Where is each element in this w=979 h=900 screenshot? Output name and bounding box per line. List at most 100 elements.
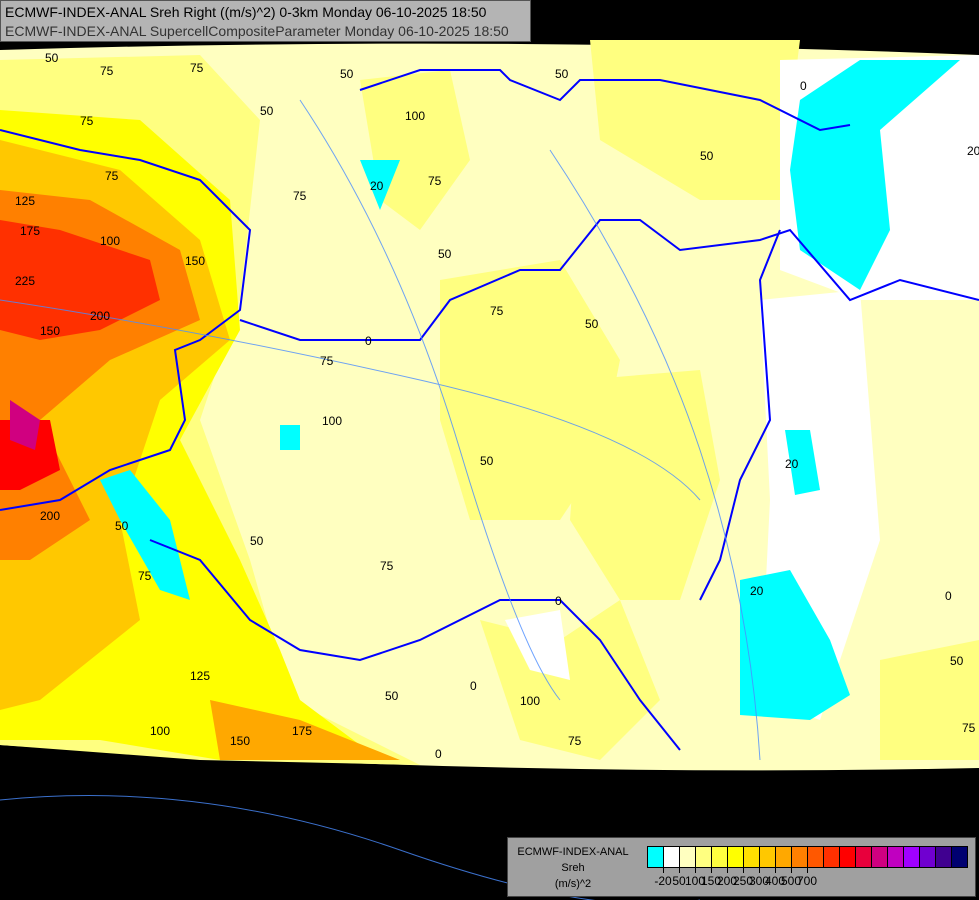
legend-label: -20 (654, 874, 672, 888)
contour-label: 0 (945, 589, 952, 603)
contour-label: 0 (365, 334, 372, 348)
contour-label: 75 (320, 354, 334, 368)
contour-label: 50 (950, 654, 964, 668)
contour-label: 50 (260, 104, 274, 118)
contour-label: 225 (15, 274, 35, 288)
contour-label: 75 (568, 734, 582, 748)
contour-label: 100 (100, 234, 120, 248)
legend-label: 300 (748, 874, 770, 888)
legend-tick (807, 868, 808, 873)
contour-label: 0 (800, 79, 807, 93)
legend-model: ECMWF-INDEX-ANAL (517, 846, 629, 858)
contour-label: 0 (555, 594, 562, 608)
legend-swatch (744, 847, 760, 867)
legend-swatch (648, 847, 664, 867)
legend-tick (791, 868, 792, 873)
borders (0, 69, 979, 751)
legend-swatch (904, 847, 920, 867)
contour-label: 75 (293, 189, 307, 203)
legend-swatch (856, 847, 872, 867)
contour-label: 200 (40, 509, 60, 523)
legend-tick (663, 868, 664, 873)
contour-label: 50 (585, 317, 599, 331)
contour-label: 100 (322, 414, 342, 428)
contour-label: 50 (385, 689, 399, 703)
contour-label: 20 (785, 457, 799, 471)
legend-swatch (712, 847, 728, 867)
legend-label: 50 (672, 874, 686, 888)
contour-label: 20 (967, 144, 979, 158)
legend-swatch (696, 847, 712, 867)
contour-label: 75 (490, 304, 504, 318)
legend-label: 400 (764, 874, 786, 888)
contour-label: 100 (405, 109, 425, 123)
legend-tick-labels: -20 50 100 150 200 250 300 400 500 700 (647, 868, 967, 892)
legend-tick (695, 868, 696, 873)
legend-tick (711, 868, 712, 873)
sreh-shading (0, 40, 979, 765)
contour-label: 0 (470, 679, 477, 693)
legend-swatch (872, 847, 888, 867)
contour-label: 50 (700, 149, 714, 163)
contour-label: 75 (105, 169, 119, 183)
map-title: ECMWF-INDEX-ANAL Sreh Right ((m/s)^2) 0-… (0, 0, 531, 42)
legend-swatch (808, 847, 824, 867)
legend-swatch (936, 847, 952, 867)
legend-swatch (680, 847, 696, 867)
legend-tick (775, 868, 776, 873)
contour-label: 50 (438, 247, 452, 261)
legend-swatch (920, 847, 936, 867)
contour-label: 125 (15, 194, 35, 208)
legend-tick (759, 868, 760, 873)
contour-label: 20 (370, 179, 384, 193)
legend-label: 700 (796, 874, 818, 888)
legend-label: 500 (780, 874, 802, 888)
legend-swatch (792, 847, 808, 867)
legend-swatch (888, 847, 904, 867)
legend-swatch (952, 847, 967, 867)
contour-label: 100 (150, 724, 170, 738)
contour-label: 125 (190, 669, 210, 683)
legend-swatch (728, 847, 744, 867)
contour-label: 50 (555, 67, 569, 81)
contour-label: 75 (100, 64, 114, 78)
rivers (0, 99, 761, 900)
contour-label: 50 (480, 454, 494, 468)
contour-label: 75 (380, 559, 394, 573)
legend-label: 100 (684, 874, 706, 888)
legend-tick (679, 868, 680, 873)
contour-label: 175 (20, 224, 40, 238)
legend-label: 250 (732, 874, 754, 888)
legend-variable: Sreh (561, 862, 585, 874)
legend-swatch (760, 847, 776, 867)
contour-label: 100 (520, 694, 540, 708)
contour-label: 0 (435, 747, 442, 761)
contour-label: 50 (340, 67, 354, 81)
contour-label: 150 (185, 254, 205, 268)
legend-label: 150 (700, 874, 722, 888)
legend-unit: (m/s)^2 (554, 878, 592, 890)
contour-label: 50 (45, 51, 59, 65)
contour-label: 50 (250, 534, 264, 548)
contour-label: 75 (962, 721, 976, 735)
legend-swatch (824, 847, 840, 867)
contour-label: 200 (90, 309, 110, 323)
contour-label: 20 (750, 584, 764, 598)
contour-label: 75 (138, 569, 152, 583)
contour-label: 175 (292, 724, 312, 738)
contour-label: 75 (190, 61, 204, 75)
legend-colorbar (647, 846, 968, 868)
contour-label: 150 (230, 734, 250, 748)
contour-label: 75 (80, 114, 94, 128)
legend-tick (727, 868, 728, 873)
legend-swatch (664, 847, 680, 867)
legend-swatch (776, 847, 792, 867)
color-legend: ECMWF-INDEX-ANAL Sreh (m/s)^2 -20 50 100 15… (507, 837, 976, 897)
contour-label: 150 (40, 324, 60, 338)
legend-tick (743, 868, 744, 873)
title-line-1: ECMWF-INDEX-ANAL Sreh Right ((m/s)^2) 0-… (5, 4, 487, 20)
title-line-2: ECMWF-INDEX-ANAL SupercellCompositeParam… (5, 23, 509, 39)
contour-label: 50 (115, 519, 129, 533)
